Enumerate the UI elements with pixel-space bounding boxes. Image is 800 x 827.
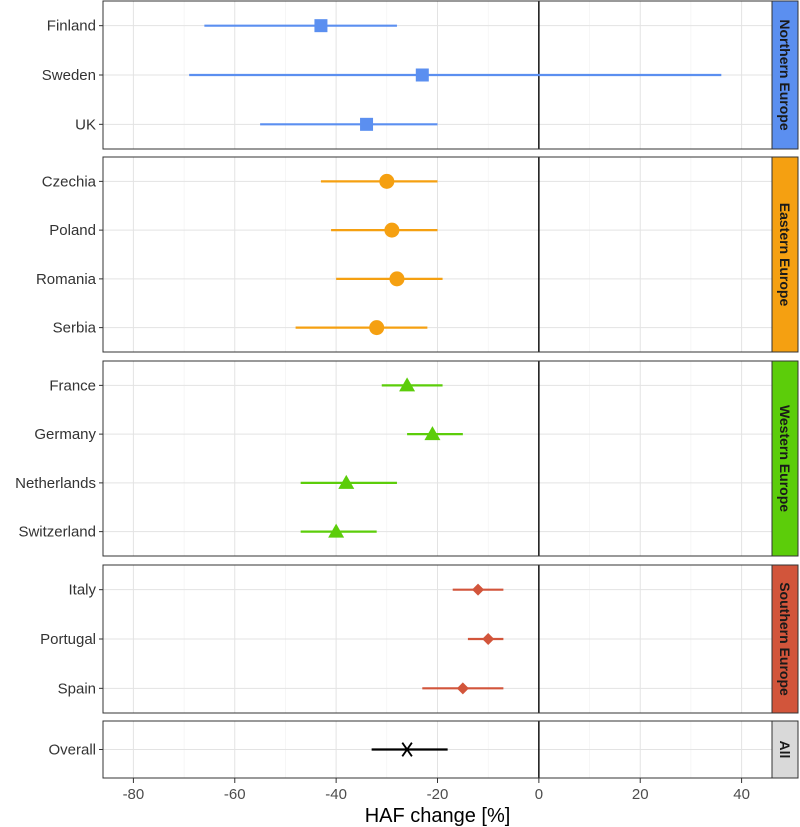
panel-strip-label: Southern Europe [777, 582, 793, 696]
panel-eastern-europe: Czechia Poland Romania Serbia Eastern Europe [36, 156, 799, 353]
panel-strip-label: Eastern Europe [777, 203, 793, 307]
y-tick-label: Overall [48, 742, 96, 759]
y-tick-label: Switzerland [18, 524, 96, 541]
panel-strip [771, 360, 799, 557]
panel-all: Overall All [48, 720, 799, 779]
point-triangle [338, 474, 355, 489]
y-tick-label: France [49, 377, 96, 394]
panel-strip-label: Western Europe [777, 405, 793, 512]
point-asterisk [399, 742, 416, 757]
point-circle [369, 320, 385, 336]
x-tick-label: 40 [733, 786, 750, 803]
y-tick-label: Romania [36, 271, 97, 288]
y-tick-label: Italy [68, 582, 96, 599]
panel-western-europe: France Germany Netherlands Switzerland Weste… [15, 360, 799, 557]
point-circle [384, 222, 400, 238]
y-tick-label: Poland [49, 222, 96, 239]
panel-northern-europe: Finland Sweden UK Northern Europe [42, 0, 799, 150]
x-tick-label: -40 [325, 786, 347, 803]
y-tick-label: Sweden [42, 67, 96, 84]
y-tick-label: Finland [47, 18, 96, 35]
point-square [360, 117, 374, 131]
y-tick-label: Netherlands [15, 475, 96, 492]
point-triangle [424, 426, 441, 441]
panel-strip [771, 0, 799, 150]
point-diamond [456, 682, 469, 695]
panel-strip-label: All [777, 741, 793, 759]
x-tick-label: 20 [632, 786, 649, 803]
y-tick-label: Germany [34, 426, 96, 443]
point-square [314, 19, 328, 33]
asterisk-stroke [401, 742, 413, 757]
panel-strip [771, 156, 799, 353]
point-triangle [328, 523, 345, 538]
point-triangle [399, 377, 416, 392]
point-diamond [482, 633, 495, 645]
x-axis: -80 -60 -40 -20 0 20 40 HAF change [%] [123, 778, 750, 827]
point-circle [389, 271, 405, 287]
panel-strip-label: Northern Europe [777, 19, 793, 130]
point-circle [379, 173, 395, 189]
panel-strip [771, 720, 799, 779]
y-tick-label: UK [75, 116, 96, 133]
y-tick-label: Serbia [53, 320, 97, 337]
y-tick-label: Spain [58, 680, 96, 697]
point-square [415, 68, 429, 82]
point-diamond [472, 583, 485, 596]
panel-southern-europe: Italy Portugal Spain Southern Europe [40, 564, 799, 714]
y-tick-label: Portugal [40, 631, 96, 648]
x-tick-label: -60 [224, 786, 246, 803]
x-tick-label: -80 [123, 786, 145, 803]
x-tick-label: 0 [535, 786, 543, 803]
y-tick-label: Czechia [42, 173, 97, 190]
x-axis-title: HAF change [%] [365, 805, 511, 827]
x-tick-label: -20 [427, 786, 449, 803]
panel-strip [771, 564, 799, 714]
